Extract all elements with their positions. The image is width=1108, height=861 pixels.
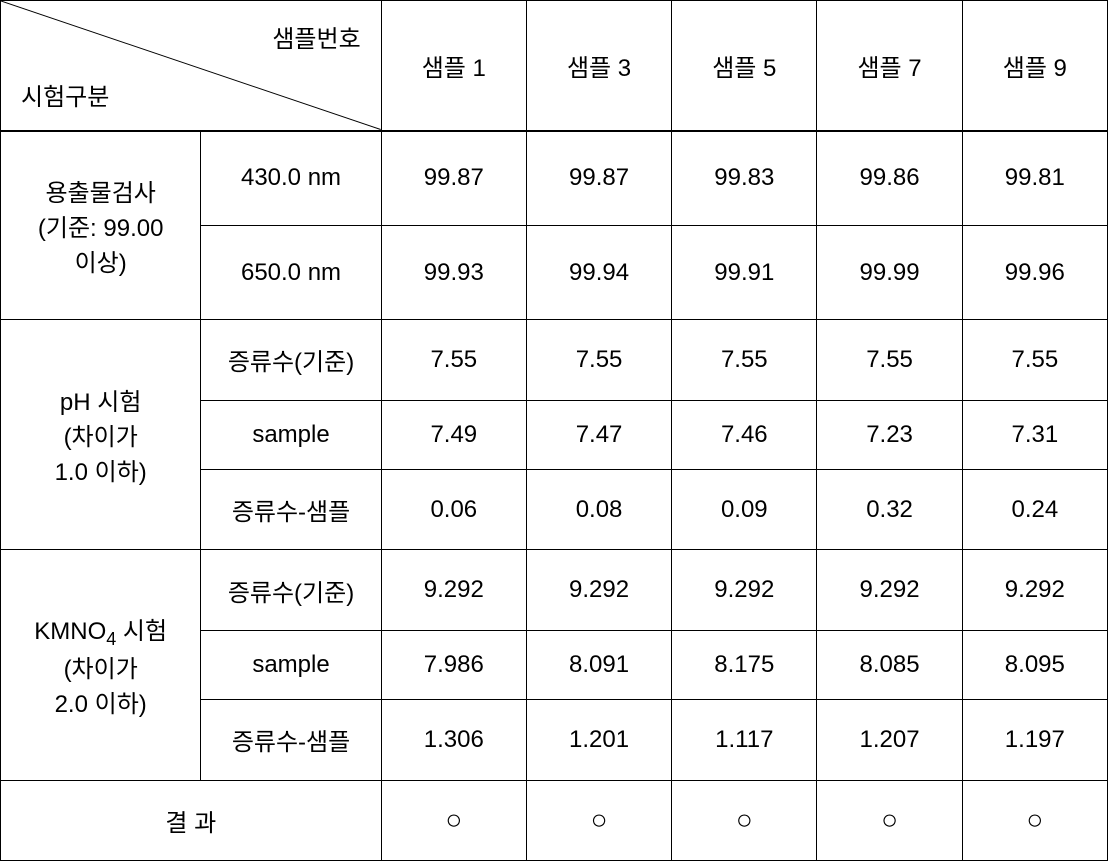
value-cell: 7.55 <box>672 320 817 400</box>
value-cell: 7.46 <box>672 400 817 470</box>
category-line: pH 시험 <box>9 382 192 417</box>
result-row: 결 과 ○ ○ ○ ○ ○ <box>1 780 1108 860</box>
value-cell: 7.55 <box>962 320 1107 400</box>
value-cell: 99.83 <box>672 131 817 226</box>
value-cell: 99.87 <box>526 131 671 226</box>
subcategory-cell: 650.0 nm <box>201 226 381 320</box>
subcategory-cell: sample <box>201 400 381 470</box>
value-cell: 7.55 <box>817 320 962 400</box>
value-cell: 7.55 <box>526 320 671 400</box>
value-cell: 7.23 <box>817 400 962 470</box>
value-cell: 8.085 <box>817 630 962 700</box>
kmno-subscript: 4 <box>106 628 116 648</box>
value-cell: 9.292 <box>817 550 962 630</box>
subcategory-cell: 증류수(기준) <box>201 320 381 400</box>
category-line: 1.0 이하) <box>9 452 192 487</box>
category-line: 이상) <box>9 243 192 278</box>
subcategory-cell: 증류수-샘플 <box>201 700 381 780</box>
test-result-table: 샘플번호 시험구분 샘플 1 샘플 3 샘플 5 샘플 7 샘플 9 용출물검사… <box>0 0 1108 861</box>
column-header: 샘플 7 <box>817 1 962 131</box>
result-label-cell: 결 과 <box>1 780 382 860</box>
kmno-prefix: KMNO <box>34 618 106 645</box>
column-header: 샘플 1 <box>381 1 526 131</box>
value-cell: 0.06 <box>381 470 526 550</box>
value-cell: 1.207 <box>817 700 962 780</box>
column-header: 샘플 3 <box>526 1 671 131</box>
header-bottom-label: 시험구분 <box>21 77 109 112</box>
value-cell: 1.117 <box>672 700 817 780</box>
table-row: KMNO4 시험 (차이가 2.0 이하) 증류수(기준) 9.292 9.29… <box>1 550 1108 630</box>
value-cell: 9.292 <box>526 550 671 630</box>
category-line: (차이가 <box>9 649 192 684</box>
value-cell: 7.47 <box>526 400 671 470</box>
value-cell: 99.99 <box>817 226 962 320</box>
value-cell: 7.49 <box>381 400 526 470</box>
header-top-label: 샘플번호 <box>272 19 360 54</box>
header-diagonal-cell: 샘플번호 시험구분 <box>1 1 382 131</box>
test-category-cell: 용출물검사 (기준: 99.00 이상) <box>1 131 201 320</box>
value-cell: 7.986 <box>381 630 526 700</box>
value-cell: 0.09 <box>672 470 817 550</box>
result-value-cell: ○ <box>526 780 671 860</box>
kmno-suffix: 시험 <box>116 618 167 645</box>
test-category-cell: pH 시험 (차이가 1.0 이하) <box>1 320 201 550</box>
value-cell: 8.091 <box>526 630 671 700</box>
value-cell: 0.08 <box>526 470 671 550</box>
category-line: (기준: 99.00 <box>9 208 192 243</box>
subcategory-cell: 증류수(기준) <box>201 550 381 630</box>
value-cell: 7.55 <box>381 320 526 400</box>
value-cell: 99.94 <box>526 226 671 320</box>
table-row: 용출물검사 (기준: 99.00 이상) 430.0 nm 99.87 99.8… <box>1 131 1108 226</box>
value-cell: 7.31 <box>962 400 1107 470</box>
category-line: KMNO4 시험 <box>9 611 192 650</box>
category-line: 2.0 이하) <box>9 684 192 719</box>
value-cell: 1.201 <box>526 700 671 780</box>
column-header: 샘플 9 <box>962 1 1107 131</box>
value-cell: 1.306 <box>381 700 526 780</box>
subcategory-cell: sample <box>201 630 381 700</box>
value-cell: 8.095 <box>962 630 1107 700</box>
value-cell: 99.86 <box>817 131 962 226</box>
result-value-cell: ○ <box>381 780 526 860</box>
value-cell: 9.292 <box>672 550 817 630</box>
result-value-cell: ○ <box>817 780 962 860</box>
value-cell: 9.292 <box>962 550 1107 630</box>
subcategory-cell: 430.0 nm <box>201 131 381 226</box>
value-cell: 8.175 <box>672 630 817 700</box>
value-cell: 9.292 <box>381 550 526 630</box>
result-value-cell: ○ <box>672 780 817 860</box>
value-cell: 0.24 <box>962 470 1107 550</box>
value-cell: 99.91 <box>672 226 817 320</box>
table-row: pH 시험 (차이가 1.0 이하) 증류수(기준) 7.55 7.55 7.5… <box>1 320 1108 400</box>
value-cell: 99.93 <box>381 226 526 320</box>
value-cell: 99.87 <box>381 131 526 226</box>
subcategory-cell: 증류수-샘플 <box>201 470 381 550</box>
category-line: 용출물검사 <box>9 173 192 208</box>
test-category-cell: KMNO4 시험 (차이가 2.0 이하) <box>1 550 201 780</box>
category-line: (차이가 <box>9 417 192 452</box>
result-value-cell: ○ <box>962 780 1107 860</box>
column-header: 샘플 5 <box>672 1 817 131</box>
header-row: 샘플번호 시험구분 샘플 1 샘플 3 샘플 5 샘플 7 샘플 9 <box>1 1 1108 131</box>
value-cell: 0.32 <box>817 470 962 550</box>
value-cell: 1.197 <box>962 700 1107 780</box>
value-cell: 99.81 <box>962 131 1107 226</box>
value-cell: 99.96 <box>962 226 1107 320</box>
